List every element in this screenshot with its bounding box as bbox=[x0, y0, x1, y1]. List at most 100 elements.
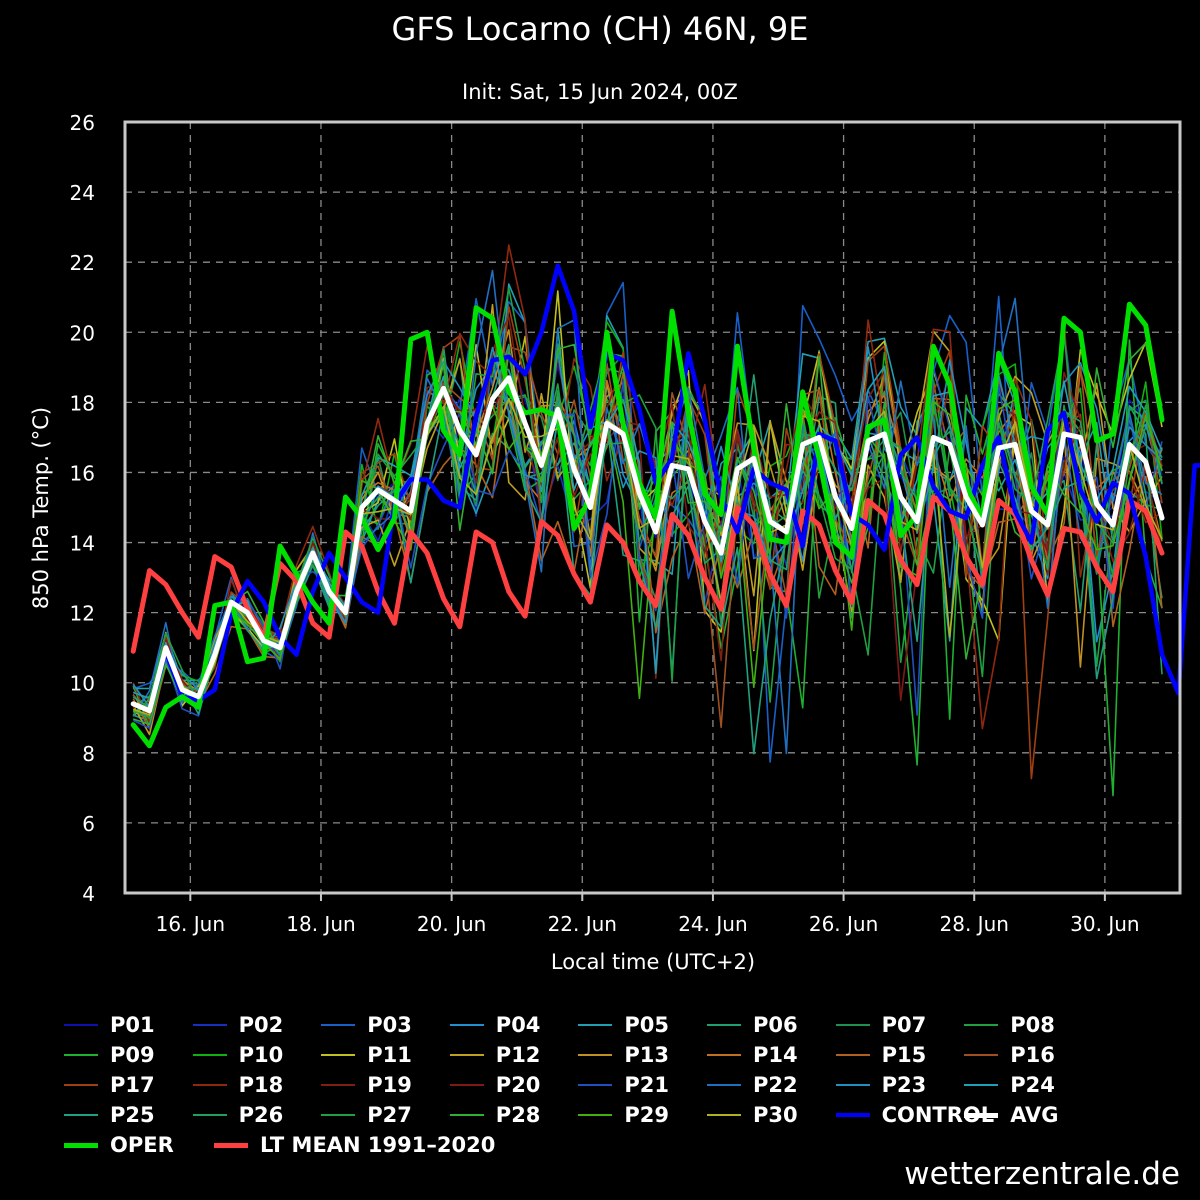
legend-label: P02 bbox=[238, 1013, 284, 1037]
legend-item-p11: P11 bbox=[321, 1040, 412, 1070]
legend-swatch bbox=[964, 1084, 999, 1086]
chart-subtitle: Init: Sat, 15 Jun 2024, 00Z bbox=[462, 80, 738, 104]
legend-label: P10 bbox=[238, 1043, 284, 1067]
member-line-p27 bbox=[132, 287, 1163, 716]
legend-swatch bbox=[192, 1024, 227, 1026]
legend-swatch bbox=[707, 1024, 741, 1026]
series-line-avg bbox=[130, 375, 1165, 714]
legend-swatch bbox=[214, 1142, 248, 1148]
legend-swatch bbox=[321, 1084, 356, 1086]
legend-label: P23 bbox=[881, 1073, 927, 1097]
chart: GFS Locarno (CH) 46N, 9E Init: Sat, 15 J… bbox=[29, 10, 1200, 974]
legend-item-p10: P10 bbox=[192, 1040, 284, 1070]
grid bbox=[125, 122, 1180, 901]
x-tick-labels: 16. Jun 18. Jun 20. Jun 22. Jun 24. Jun 26. J… bbox=[156, 912, 1140, 936]
legend-swatch bbox=[64, 1114, 98, 1116]
legend-label: P16 bbox=[1010, 1043, 1055, 1067]
legend-item-p13: P13 bbox=[578, 1040, 669, 1070]
legend-swatch bbox=[578, 1054, 613, 1056]
legend-swatch bbox=[449, 1054, 484, 1056]
legend-item-p20: P20 bbox=[449, 1070, 540, 1100]
plot-frame bbox=[123, 120, 1182, 895]
legend-swatch bbox=[64, 1024, 98, 1026]
legend-item-p24: P24 bbox=[964, 1070, 1055, 1100]
y-tick-label: 10 bbox=[70, 672, 95, 696]
legend-item-p28: P28 bbox=[449, 1100, 541, 1130]
legend-swatch bbox=[835, 1024, 870, 1026]
y-tick-label: 20 bbox=[70, 321, 95, 345]
x-tick-label: 20. Jun bbox=[417, 912, 486, 936]
legend-item-lt-mean-1991-2020: LT MEAN 1991–2020 bbox=[214, 1130, 495, 1160]
legend-item-p25: P25 bbox=[64, 1100, 155, 1130]
legend-item-p12: P12 bbox=[449, 1040, 540, 1070]
legend-label: P24 bbox=[1010, 1073, 1055, 1097]
legend-label: P13 bbox=[624, 1043, 670, 1067]
legend-swatch bbox=[321, 1114, 356, 1116]
legend-label: P01 bbox=[110, 1013, 155, 1037]
legend-label: P19 bbox=[367, 1073, 412, 1097]
legend-swatch bbox=[64, 1142, 98, 1148]
legend-label: OPER bbox=[110, 1133, 174, 1157]
legend-item-oper: OPER bbox=[64, 1130, 174, 1160]
y-tick-label: 16 bbox=[70, 461, 95, 485]
legend-swatch bbox=[449, 1024, 484, 1026]
legend-swatch bbox=[321, 1054, 356, 1056]
main-series bbox=[130, 263, 1200, 749]
legend-item-p26: P26 bbox=[192, 1100, 283, 1130]
legend-label: P07 bbox=[881, 1013, 927, 1037]
legend-swatch bbox=[64, 1084, 98, 1086]
legend-swatch bbox=[964, 1054, 999, 1056]
x-tick-label: 22. Jun bbox=[548, 912, 617, 936]
legend-swatch bbox=[835, 1084, 870, 1086]
legend-item-p15: P15 bbox=[835, 1040, 927, 1070]
legend-swatch bbox=[835, 1113, 870, 1117]
legend-swatch bbox=[707, 1084, 741, 1086]
legend-item-p19: P19 bbox=[321, 1070, 412, 1100]
legend-item-p01: P01 bbox=[64, 1010, 155, 1040]
legend-item-p22: P22 bbox=[707, 1070, 798, 1100]
legend-label: P08 bbox=[1010, 1013, 1055, 1037]
legend-item-p29: P29 bbox=[578, 1100, 669, 1130]
x-axis-label: Local time (UTC+2) bbox=[551, 950, 755, 974]
legend-swatch bbox=[707, 1054, 741, 1056]
x-tick-label: 28. Jun bbox=[940, 912, 1009, 936]
legend-label: P15 bbox=[881, 1043, 927, 1067]
legend-label: P06 bbox=[753, 1013, 798, 1037]
legend-item-p03: P03 bbox=[321, 1010, 412, 1040]
legend-item-p23: P23 bbox=[835, 1070, 927, 1100]
legend-swatch bbox=[192, 1054, 227, 1056]
legend-item-p30: P30 bbox=[707, 1100, 798, 1130]
legend-label: P04 bbox=[495, 1013, 541, 1037]
legend-item-p27: P27 bbox=[321, 1100, 412, 1130]
legend-swatch bbox=[321, 1024, 356, 1026]
legend-item-p02: P02 bbox=[192, 1010, 284, 1040]
legend-swatch bbox=[192, 1084, 227, 1086]
legend-item-p06: P06 bbox=[707, 1010, 798, 1040]
legend-swatch bbox=[578, 1084, 613, 1086]
legend-swatch bbox=[835, 1054, 870, 1056]
legend-item-p18: P18 bbox=[192, 1070, 283, 1100]
legend-item-p17: P17 bbox=[64, 1070, 155, 1100]
legend-swatch bbox=[64, 1054, 98, 1056]
legend-label: P09 bbox=[110, 1043, 155, 1067]
y-tick-label: 22 bbox=[70, 251, 95, 275]
legend-swatch bbox=[578, 1024, 613, 1026]
y-tick-labels: 4 6 8 10 12 14 16 18 20 22 24 26 bbox=[70, 111, 95, 906]
legend-item-p09: P09 bbox=[64, 1040, 155, 1070]
y-tick-label: 6 bbox=[82, 812, 95, 836]
y-axis-label: 850 hPa Temp. (°C) bbox=[29, 407, 53, 609]
legend-label: P28 bbox=[495, 1103, 541, 1127]
legend-swatch bbox=[192, 1114, 227, 1116]
y-tick-label: 12 bbox=[70, 602, 95, 626]
y-tick-label: 24 bbox=[70, 181, 95, 205]
legend-label: AVG bbox=[1010, 1103, 1059, 1127]
legend-item-p21: P21 bbox=[578, 1070, 669, 1100]
legend-label: P25 bbox=[110, 1103, 155, 1127]
y-tick-label: 14 bbox=[70, 532, 95, 556]
legend-label: P03 bbox=[367, 1013, 412, 1037]
series-line-oper bbox=[130, 301, 1165, 749]
series-line-lt-mean-1991-2020 bbox=[130, 494, 1165, 654]
legend-item-avg: AVG bbox=[964, 1100, 1059, 1130]
legend-label: P05 bbox=[624, 1013, 670, 1037]
legend-item-p07: P07 bbox=[835, 1010, 927, 1040]
